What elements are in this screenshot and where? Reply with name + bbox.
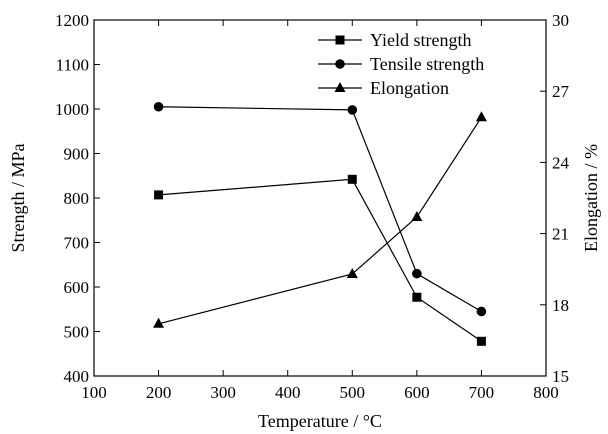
legend-label: Tensile strength: [370, 54, 484, 74]
data-point-square: [347, 174, 357, 184]
data-point-circle: [153, 101, 164, 112]
left-y-tick-label: 1000: [55, 100, 89, 119]
x-tick-label: 300: [210, 383, 236, 402]
x-tick-label: 600: [404, 383, 430, 402]
x-tick-label: 100: [81, 383, 107, 402]
left-y-tick-label: 700: [64, 234, 90, 253]
legend: Yield strength Tensile strength Elongation: [318, 30, 484, 98]
series-layer: [153, 101, 487, 346]
right-y-tick-label: 15: [552, 367, 569, 386]
x-axis-title: Temperature / °C: [258, 411, 382, 431]
data-point-circle: [476, 306, 487, 317]
series-line-circle: [158, 106, 482, 312]
x-tick-label: 400: [275, 383, 301, 402]
legend-marker-triangle: [334, 82, 346, 92]
right-y-tick-label: 30: [552, 11, 569, 30]
legend-label: Elongation: [370, 78, 449, 98]
data-point-triangle: [475, 111, 487, 122]
data-point-triangle: [346, 267, 358, 278]
left-y-axis: 400 500 600 700 800 900 1000 1100 1200: [55, 11, 100, 386]
left-y-tick-label: 400: [64, 367, 90, 386]
left-y-tick-label: 800: [64, 189, 90, 208]
legend-marker-square: [335, 35, 345, 45]
left-y-tick-label: 500: [64, 323, 90, 342]
right-y-tick-label: 21: [552, 225, 569, 244]
right-y-axis-title: Elongation / %: [581, 144, 601, 252]
data-point-circle: [412, 268, 422, 279]
data-point-square: [412, 292, 422, 302]
data-point-circle: [347, 105, 358, 115]
data-point-triangle: [153, 317, 165, 328]
legend-label: Yield strength: [370, 30, 472, 50]
x-axis: 100 200 300 400 500 600 700 800: [81, 20, 559, 402]
data-point-square: [476, 336, 486, 346]
left-y-axis-title: Strength / MPa: [8, 143, 28, 252]
data-point-square: [154, 190, 164, 200]
right-y-tick-label: 18: [552, 296, 569, 315]
right-y-axis: 15 18 21 24 27 30: [540, 11, 570, 386]
right-y-tick-label: 24: [552, 153, 570, 172]
left-y-tick-label: 1100: [56, 56, 89, 75]
x-tick-label: 800: [533, 383, 559, 402]
series-line-triangle: [158, 116, 482, 325]
x-tick-label: 200: [146, 383, 172, 402]
series-line-square: [158, 178, 482, 342]
left-y-tick-label: 1200: [55, 11, 89, 30]
legend-marker-circle: [335, 59, 345, 69]
right-y-tick-label: 27: [552, 82, 570, 101]
data-point-triangle: [411, 210, 423, 221]
x-tick-label: 500: [340, 383, 366, 402]
left-y-tick-label: 600: [64, 278, 90, 297]
x-tick-label: 700: [469, 383, 495, 402]
left-y-tick-label: 900: [64, 145, 90, 164]
